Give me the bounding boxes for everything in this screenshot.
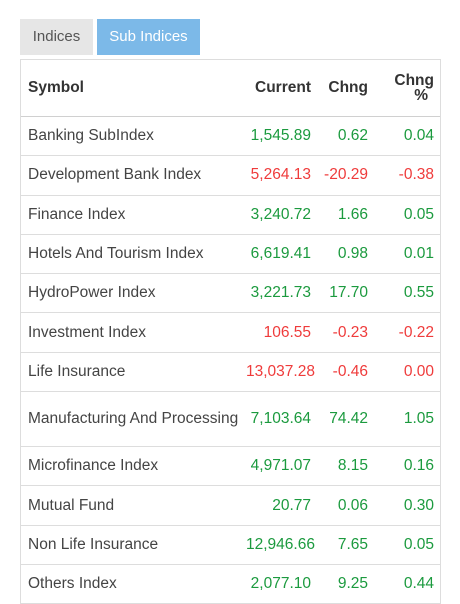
current-value-cell: 3,221.73 — [250, 284, 311, 302]
symbol-cell[interactable]: Development Bank Index — [28, 166, 202, 184]
change-cell: 0.06 — [337, 496, 368, 514]
table-row[interactable]: Mutual Fund 20.77 0.06 0.30 — [21, 486, 440, 526]
header-change-percent[interactable]: Chng % — [368, 72, 434, 104]
table-body: Banking SubIndex 1,545.89 0.62 0.04 Developm… — [21, 117, 440, 604]
change-percent-cell: 0.05 — [403, 205, 434, 223]
symbol-cell[interactable]: Microfinance Index — [28, 457, 159, 475]
current-value-cell: 20.77 — [272, 496, 311, 514]
change-percent-cell: 0.55 — [403, 284, 434, 302]
current-value-cell: 3,240.72 — [250, 205, 311, 223]
header-change-percent-line1: Chng — [394, 72, 434, 89]
table-row[interactable]: HydroPower Index 3,221.73 17.70 0.55 — [21, 274, 440, 314]
tab-sub-indices[interactable]: Sub Indices — [97, 19, 200, 55]
current-value-cell: 1,545.89 — [250, 127, 311, 145]
change-percent-cell: -0.22 — [398, 323, 434, 341]
symbol-cell[interactable]: Finance Index — [28, 205, 126, 223]
symbol-cell[interactable]: Investment Index — [28, 323, 147, 341]
change-percent-cell: 0.01 — [403, 245, 434, 263]
header-symbol[interactable]: Symbol — [28, 79, 84, 96]
change-percent-cell: 0.30 — [403, 496, 434, 514]
table-header: Symbol Current Chng Chng % — [21, 60, 440, 117]
current-value-cell: 13,037.28 — [246, 362, 315, 380]
current-value-cell: 12,946.66 — [246, 535, 315, 553]
change-cell: 8.15 — [337, 457, 368, 475]
table-row[interactable]: Finance Index 3,240.72 1.66 0.05 — [21, 196, 440, 235]
change-percent-cell: -0.38 — [398, 166, 434, 184]
current-value-cell: 4,971.07 — [250, 457, 311, 475]
symbol-cell[interactable]: Life Insurance — [28, 362, 126, 380]
table-row[interactable]: Banking SubIndex 1,545.89 0.62 0.04 — [21, 117, 440, 157]
change-cell: 1.66 — [337, 205, 368, 223]
symbol-cell[interactable]: Banking SubIndex — [28, 127, 154, 145]
symbol-cell[interactable]: HydroPower Index — [28, 284, 156, 302]
current-value-cell: 7,103.64 — [250, 410, 311, 428]
table-row[interactable]: Non Life Insurance 12,946.66 7.65 0.05 — [21, 526, 440, 565]
header-change[interactable]: Chng — [328, 79, 368, 96]
current-value-cell: 106.55 — [263, 323, 311, 341]
sub-indices-table: Symbol Current Chng Chng % Banking SubIn… — [20, 59, 441, 604]
tab-indices[interactable]: Indices — [20, 19, 93, 55]
change-cell: 0.62 — [337, 127, 368, 145]
change-cell: -0.46 — [332, 362, 368, 380]
change-cell: 17.70 — [329, 284, 368, 302]
table-row[interactable]: Life Insurance 13,037.28 -0.46 0.00 — [21, 353, 440, 393]
change-cell: 9.25 — [337, 575, 368, 593]
current-value-cell: 2,077.10 — [250, 575, 311, 593]
table-row[interactable]: Investment Index 106.55 -0.23 -0.22 — [21, 313, 440, 353]
change-percent-cell: 1.05 — [403, 410, 434, 428]
table-row[interactable]: Others Index 2,077.10 9.25 0.44 — [21, 565, 440, 604]
table-row[interactable]: Manufacturing And Processing 7,103.64 74.4… — [21, 392, 440, 448]
header-change-percent-line2: % — [414, 87, 428, 104]
change-percent-cell: 0.04 — [403, 127, 434, 145]
table-row[interactable]: Hotels And Tourism Index 6,619.41 0.98 0.01 — [21, 235, 440, 275]
symbol-cell[interactable]: Manufacturing And Processing — [28, 410, 239, 428]
symbol-cell[interactable]: Non Life Insurance — [28, 535, 159, 553]
change-percent-cell: 0.16 — [403, 457, 434, 475]
symbol-cell[interactable]: Others Index — [28, 575, 117, 593]
table-row[interactable]: Microfinance Index 4,971.07 8.15 0.16 — [21, 447, 440, 487]
change-percent-cell: 0.05 — [403, 535, 434, 553]
change-percent-cell: 0.44 — [403, 575, 434, 593]
sub-indices-widget: Indices Sub Indices Symbol Current Chng … — [20, 19, 441, 604]
change-cell: -0.23 — [332, 323, 368, 341]
current-value-cell: 5,264.13 — [250, 166, 311, 184]
index-tabs: Indices Sub Indices — [20, 19, 441, 55]
header-current[interactable]: Current — [255, 79, 311, 96]
change-percent-cell: 0.00 — [403, 362, 434, 380]
change-cell: 74.42 — [329, 410, 368, 428]
change-cell: 0.98 — [337, 245, 368, 263]
change-cell: 7.65 — [337, 535, 368, 553]
current-value-cell: 6,619.41 — [250, 245, 311, 263]
change-cell: -20.29 — [324, 166, 368, 184]
table-row[interactable]: Development Bank Index 5,264.13 -20.29 -0.3… — [21, 156, 440, 196]
symbol-cell[interactable]: Hotels And Tourism Index — [28, 245, 204, 263]
symbol-cell[interactable]: Mutual Fund — [28, 496, 115, 514]
